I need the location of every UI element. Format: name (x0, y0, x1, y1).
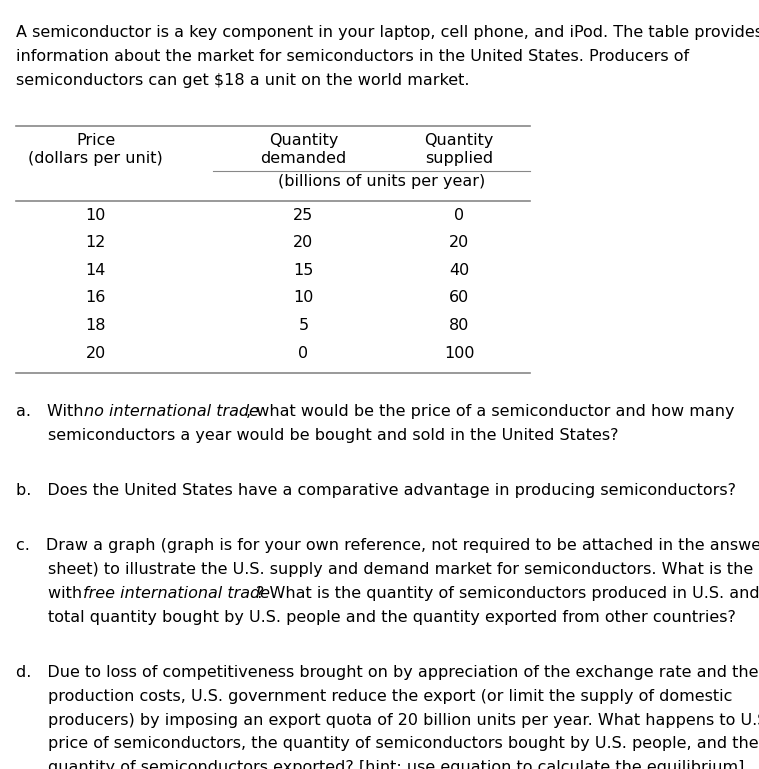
Text: price of semiconductors, the quantity of semiconductors bought by U.S. people, a: price of semiconductors, the quantity of… (17, 737, 759, 751)
Text: 18: 18 (86, 318, 106, 333)
Text: Price: Price (76, 134, 115, 148)
Text: 40: 40 (449, 263, 469, 278)
Text: 15: 15 (293, 263, 313, 278)
Text: 80: 80 (449, 318, 469, 333)
Text: 0: 0 (298, 345, 308, 361)
Text: d. Due to loss of competitiveness brought on by appreciation of the exchange rat: d. Due to loss of competitiveness brough… (17, 664, 759, 680)
Text: semiconductors can get $18 a unit on the world market.: semiconductors can get $18 a unit on the… (17, 73, 470, 88)
Text: ? What is the quantity of semiconductors produced in U.S. and: ? What is the quantity of semiconductors… (257, 586, 759, 601)
Text: (dollars per unit): (dollars per unit) (28, 151, 163, 166)
Text: demanded: demanded (260, 151, 347, 166)
Text: quantity of semiconductors exported? [hint: use equation to calculate the equili: quantity of semiconductors exported? [hi… (17, 761, 745, 769)
Text: 5: 5 (298, 318, 308, 333)
Text: total quantity bought by U.S. people and the quantity exported from other countr: total quantity bought by U.S. people and… (17, 610, 736, 624)
Text: 20: 20 (449, 235, 469, 251)
Text: 100: 100 (444, 345, 474, 361)
Text: 12: 12 (86, 235, 106, 251)
Text: 25: 25 (293, 208, 313, 223)
Text: semiconductors a year would be bought and sold in the United States?: semiconductors a year would be bought an… (17, 428, 619, 443)
Text: 20: 20 (293, 235, 313, 251)
Text: 14: 14 (86, 263, 106, 278)
Text: Quantity: Quantity (269, 134, 338, 148)
Text: free international trade: free international trade (83, 586, 269, 601)
Text: A semiconductor is a key component in your laptop, cell phone, and iPod. The tab: A semiconductor is a key component in yo… (17, 25, 759, 41)
Text: 10: 10 (293, 291, 313, 305)
Text: (billions of units per year): (billions of units per year) (278, 175, 485, 189)
Text: b. Does the United States have a comparative advantage in producing semiconducto: b. Does the United States have a compara… (17, 483, 736, 498)
Text: 16: 16 (86, 291, 106, 305)
Text: with: with (17, 586, 87, 601)
Text: 60: 60 (449, 291, 469, 305)
Text: information about the market for semiconductors in the United States. Producers : information about the market for semicon… (17, 49, 689, 65)
Text: no international trade: no international trade (84, 404, 259, 418)
Text: producers) by imposing an export quota of 20 billion units per year. What happen: producers) by imposing an export quota o… (17, 713, 759, 727)
Text: , what would be the price of a semiconductor and how many: , what would be the price of a semicondu… (247, 404, 735, 418)
Text: 20: 20 (86, 345, 106, 361)
Text: c. Draw a graph (graph is for your own reference, not required to be attached in: c. Draw a graph (graph is for your own r… (17, 538, 759, 553)
Text: 10: 10 (86, 208, 106, 223)
Text: sheet) to illustrate the U.S. supply and demand market for semiconductors. What : sheet) to illustrate the U.S. supply and… (17, 561, 759, 577)
Text: production costs, U.S. government reduce the export (or limit the supply of dome: production costs, U.S. government reduce… (17, 688, 732, 704)
Text: a. With: a. With (17, 404, 89, 418)
Text: supplied: supplied (425, 151, 493, 166)
Text: Quantity: Quantity (424, 134, 494, 148)
Text: 0: 0 (454, 208, 465, 223)
